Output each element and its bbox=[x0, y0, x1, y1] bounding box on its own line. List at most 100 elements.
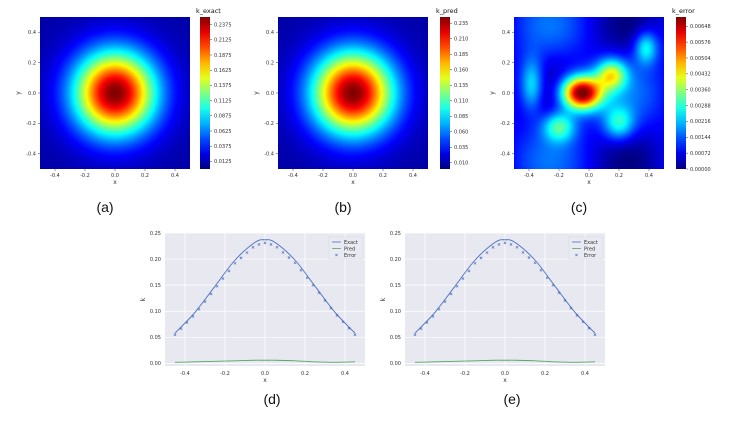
error-marker bbox=[569, 306, 573, 310]
y-tick-label: 0.2 bbox=[28, 60, 36, 66]
y-tick-label: 0.15 bbox=[390, 283, 401, 289]
colorbar-tick-label: 0.00216 bbox=[690, 119, 711, 125]
y-tick-label: -0.2 bbox=[26, 121, 36, 127]
legend-label: Error bbox=[344, 253, 357, 259]
error-marker bbox=[593, 333, 597, 337]
error-marker bbox=[245, 251, 249, 255]
error-marker bbox=[209, 292, 213, 296]
colorbar-tick-label: 0.185 bbox=[454, 52, 468, 58]
x-tick-label: -0.4 bbox=[180, 371, 190, 377]
x-tick-label: 0.4 bbox=[171, 173, 179, 179]
x-tick-label: 0.0 bbox=[585, 173, 593, 179]
x-axis-label: x bbox=[113, 179, 117, 186]
error-marker bbox=[539, 268, 543, 272]
y-tick-label: 0.25 bbox=[150, 231, 161, 237]
y-tick-label: 0.05 bbox=[150, 335, 161, 341]
error-marker bbox=[179, 327, 183, 331]
y-tick-label: 0.10 bbox=[390, 309, 401, 315]
panel-label: (b) bbox=[334, 199, 351, 215]
error-marker bbox=[251, 245, 255, 249]
colorbar-tick-label: 0.00360 bbox=[690, 87, 711, 93]
error-marker bbox=[305, 276, 309, 280]
x-tick-label: 0.4 bbox=[581, 371, 589, 377]
panel-label: (d) bbox=[263, 391, 280, 407]
x-tick-label: 0.0 bbox=[111, 173, 119, 179]
legend-label: Pred bbox=[344, 246, 355, 252]
legend-box bbox=[568, 236, 603, 260]
y-tick-label: 0.15 bbox=[150, 283, 161, 289]
colorbar-tick-label: 0.0375 bbox=[214, 144, 232, 150]
y-axis-label: y bbox=[489, 91, 496, 95]
error-marker bbox=[197, 307, 201, 311]
colorbar-tick-label: 0.1875 bbox=[214, 53, 232, 59]
legend-swatch-error bbox=[335, 253, 338, 257]
x-tick-label: -0.4 bbox=[50, 173, 60, 179]
y-tick-label: 0.05 bbox=[390, 335, 401, 341]
series-line-exact bbox=[414, 239, 596, 334]
y-tick-label: 0.10 bbox=[150, 309, 161, 315]
heatmap-field bbox=[40, 17, 190, 169]
x-tick-label: 0.4 bbox=[645, 173, 653, 179]
colorbar-tick-label: 0.00576 bbox=[690, 40, 711, 46]
panel-label: (e) bbox=[503, 391, 520, 407]
error-marker bbox=[293, 261, 297, 265]
colorbar-tick-label: 0.1625 bbox=[214, 68, 232, 74]
x-tick-label: 0.2 bbox=[141, 173, 149, 179]
y-tick-label: 0.00 bbox=[390, 361, 401, 367]
x-tick-label: -0.2 bbox=[460, 371, 470, 377]
error-marker bbox=[467, 269, 471, 273]
x-tick-label: 0.0 bbox=[501, 371, 509, 377]
error-marker bbox=[227, 269, 231, 273]
error-marker bbox=[191, 314, 195, 318]
colorbar-tick-label: 0.110 bbox=[454, 99, 468, 105]
colorbar-tick-label: 0.00000 bbox=[690, 167, 711, 173]
error-marker bbox=[437, 307, 441, 311]
y-axis-label: k bbox=[140, 297, 147, 301]
panel-label: (c) bbox=[571, 199, 587, 215]
y-tick-label: -0.2 bbox=[264, 121, 274, 127]
error-marker bbox=[587, 326, 591, 330]
y-tick-label: 0.0 bbox=[266, 91, 274, 97]
colorbar-tick-label: 0.135 bbox=[454, 83, 468, 89]
error-marker bbox=[257, 243, 261, 246]
y-axis-label: k bbox=[380, 297, 387, 301]
error-marker bbox=[443, 300, 447, 303]
series-line-pred bbox=[174, 359, 356, 363]
error-marker bbox=[203, 300, 207, 303]
error-marker bbox=[317, 291, 321, 295]
y-tick-label: 0.20 bbox=[150, 257, 161, 263]
error-marker bbox=[563, 299, 567, 302]
error-marker bbox=[263, 241, 267, 245]
legend-label: Exact bbox=[344, 240, 358, 246]
error-marker bbox=[239, 256, 243, 260]
error-marker bbox=[425, 321, 429, 324]
x-axis-label: x bbox=[263, 377, 267, 384]
series-line-exact bbox=[174, 239, 356, 334]
y-tick-label: 0.0 bbox=[502, 91, 510, 97]
error-marker bbox=[533, 261, 537, 265]
heatmap-b: -0.4 -0.2 0.0 0.2 0.4 -0.4 -0.2 0.0 0.2 0.4 x y k_pr… bbox=[253, 7, 468, 215]
y-axis-label: y bbox=[15, 91, 22, 95]
y-tick-label: -0.4 bbox=[500, 152, 510, 158]
error-marker bbox=[173, 333, 177, 337]
x-tick-label: 0.2 bbox=[301, 371, 309, 377]
error-marker bbox=[503, 241, 507, 245]
error-marker bbox=[323, 299, 327, 302]
error-marker bbox=[341, 320, 345, 324]
heatmap-c: -0.4 -0.2 0.0 0.2 0.4 -0.4 -0.2 0.0 0.2 0.4 x y k_er… bbox=[489, 7, 711, 215]
colorbar-tick-label: 0.010 bbox=[454, 161, 468, 167]
error-marker bbox=[449, 292, 453, 296]
error-marker bbox=[215, 284, 219, 288]
colorbar-tick-label: 0.2375 bbox=[214, 22, 232, 28]
y-axis-label: y bbox=[253, 91, 260, 95]
error-marker bbox=[221, 277, 225, 280]
panel-label: (a) bbox=[96, 199, 113, 215]
error-marker bbox=[353, 333, 357, 337]
x-axis-label: x bbox=[503, 377, 507, 384]
heatmap-field bbox=[514, 17, 664, 169]
y-tick-label: 0.2 bbox=[502, 60, 510, 66]
colorbar-tick-label: 0.00072 bbox=[690, 151, 711, 157]
